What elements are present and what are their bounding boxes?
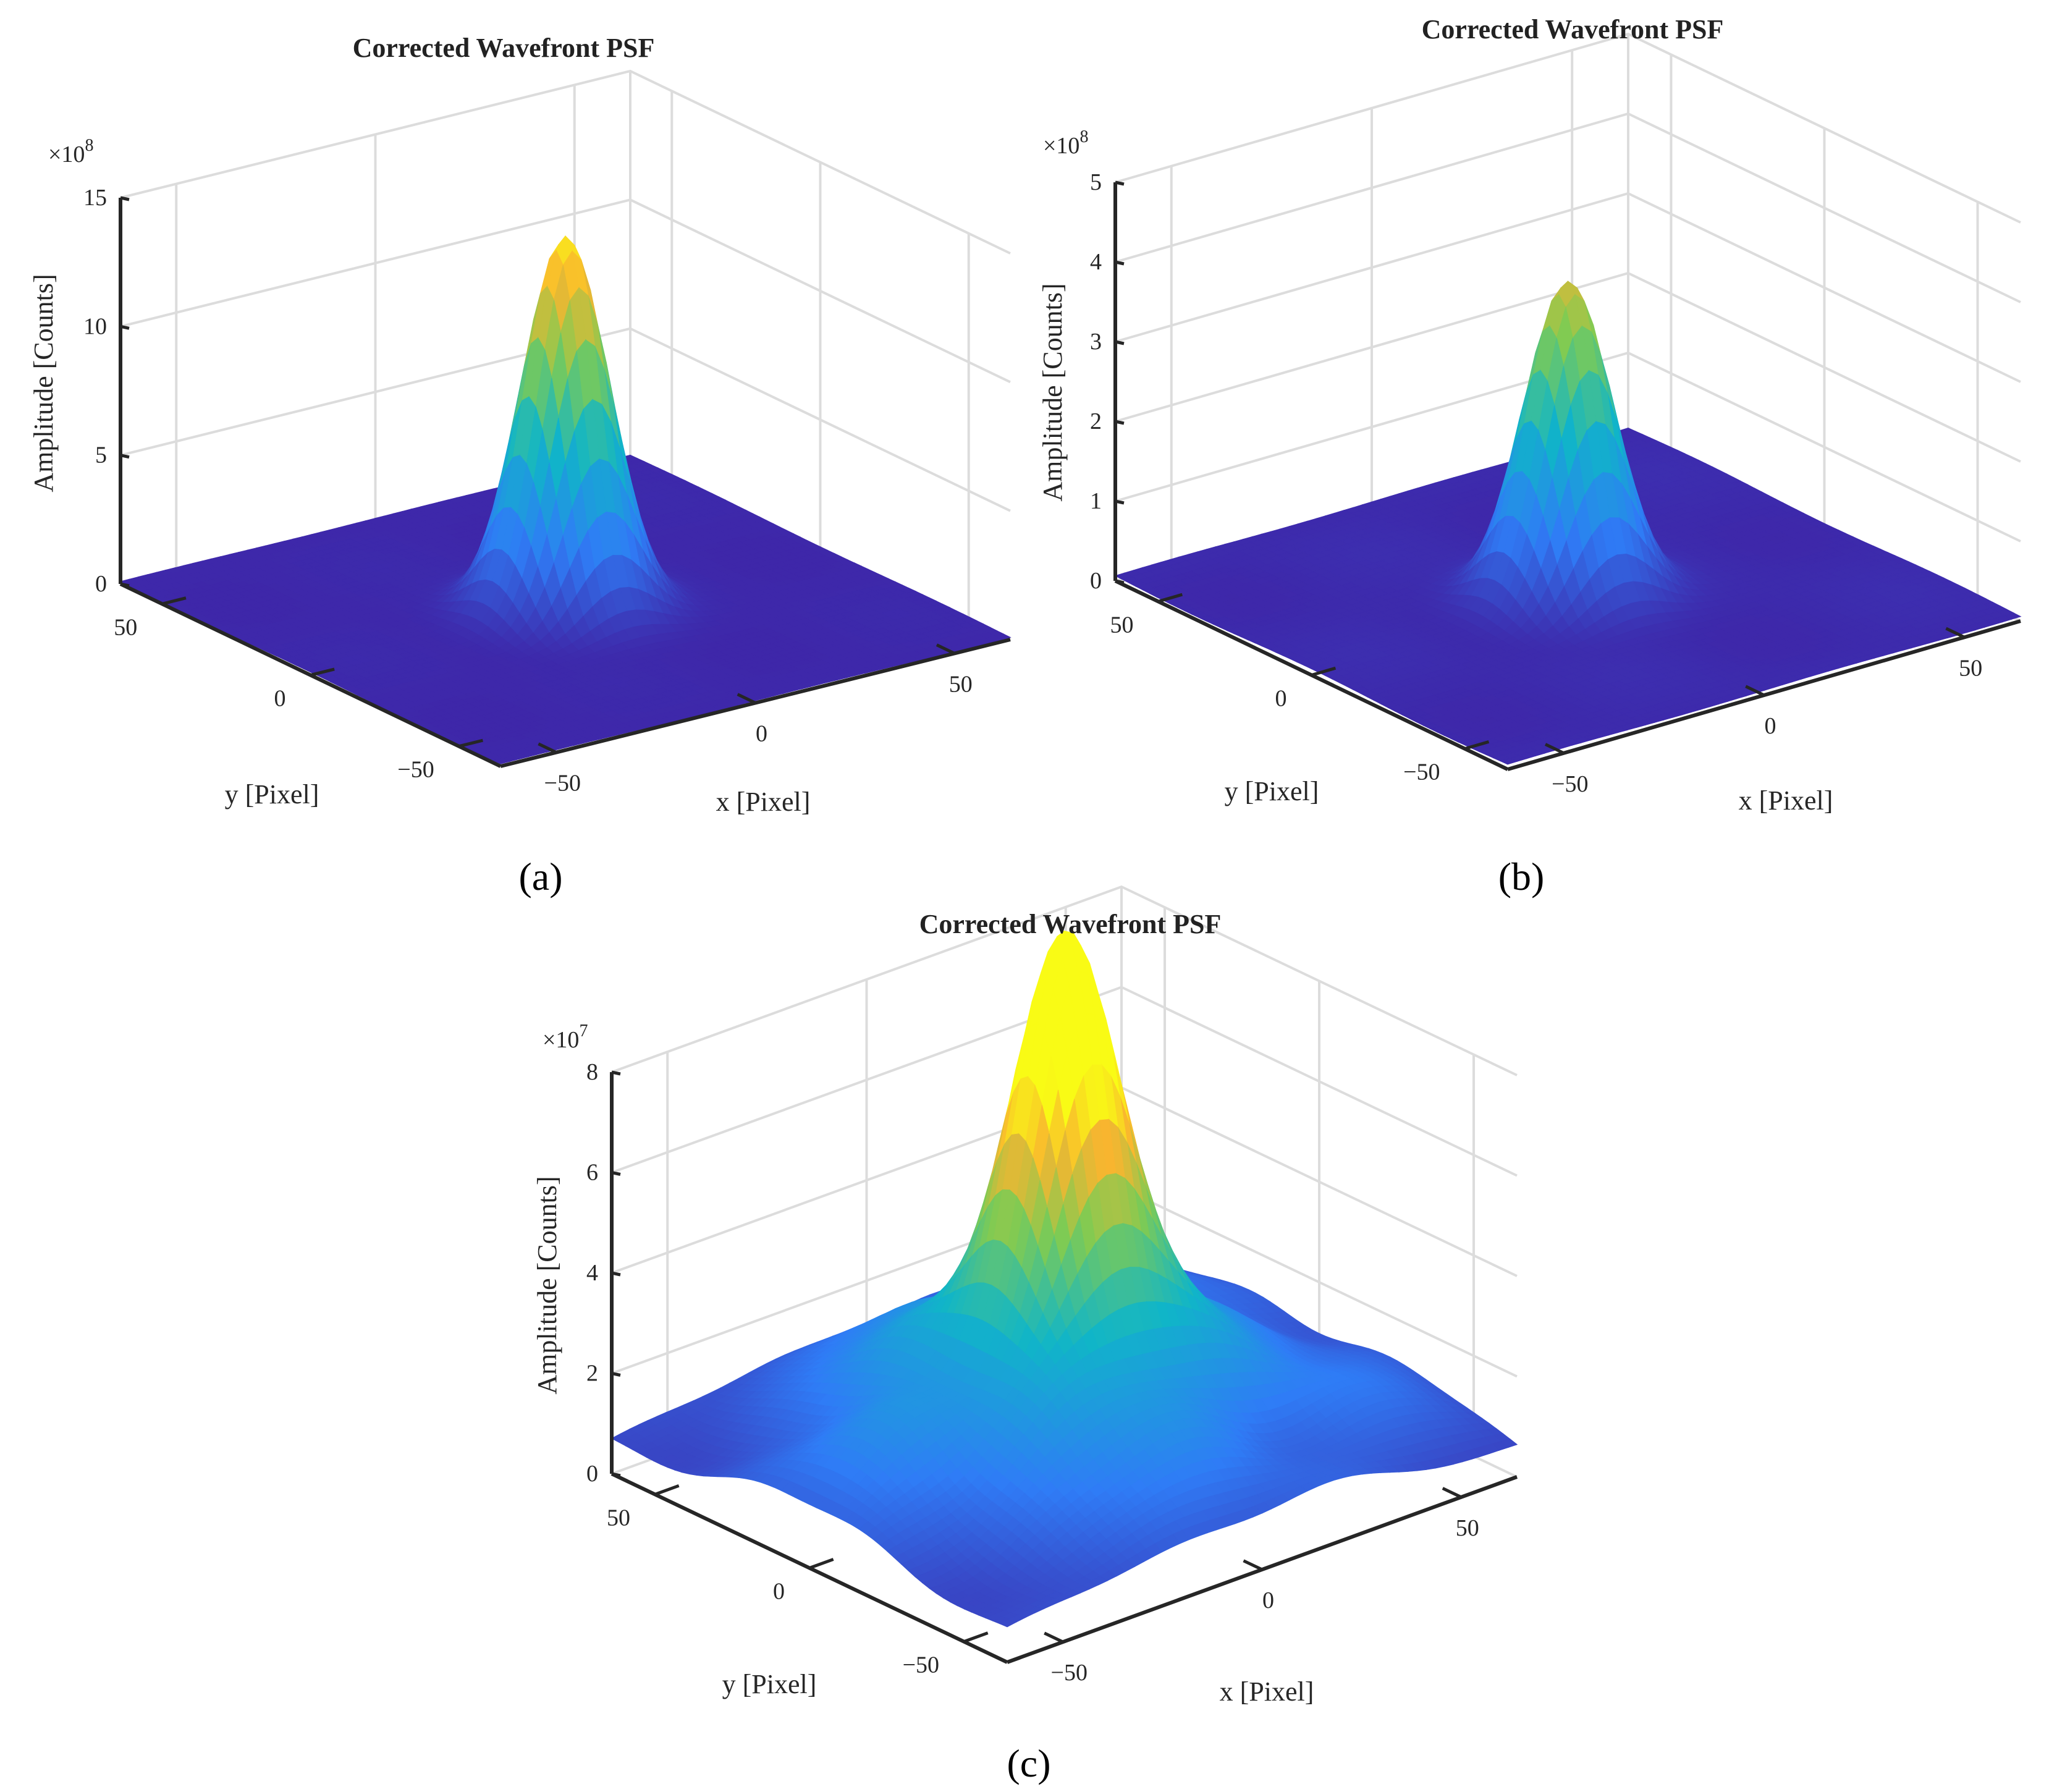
z-tick-mark: [120, 582, 130, 588]
z-tick-mark: [120, 196, 130, 201]
panel-a-z-multiplier: ×108: [48, 136, 93, 167]
z-tick-label: 10: [83, 313, 107, 339]
panel-a-zlabel: Amplitude [Counts]: [28, 274, 59, 492]
panel-a-title: Corrected Wavefront PSF: [353, 33, 655, 63]
x-tick-label: 50: [949, 671, 973, 697]
x-tick-label: 0: [756, 721, 767, 747]
panel-a: 0 5 10 15 −50 0 50 −50 0 50 Corrected Wavefront P…: [28, 33, 1012, 898]
y-tick-label: −50: [397, 757, 434, 783]
z-tick-mark: [120, 454, 130, 459]
z-tick-mark: [120, 324, 130, 330]
panel-b-surface: [1114, 281, 2022, 765]
z-tick-label: 0: [95, 571, 107, 597]
z-tick-label: 5: [95, 442, 107, 468]
grid-z-3: [120, 69, 1011, 255]
y-tick-label: 50: [114, 614, 137, 640]
z-tick-label: 15: [83, 185, 107, 211]
grid-z-5: [1115, 32, 2021, 224]
panel-a-caption: (a): [518, 855, 562, 898]
x-tick-label: −50: [544, 771, 581, 797]
panel-a-surface: [119, 235, 1012, 764]
panel-a-ylabel: y [Pixel]: [225, 779, 319, 809]
y-tick-label: 0: [274, 686, 286, 712]
panel-a-xlabel: x [Pixel]: [716, 787, 811, 817]
